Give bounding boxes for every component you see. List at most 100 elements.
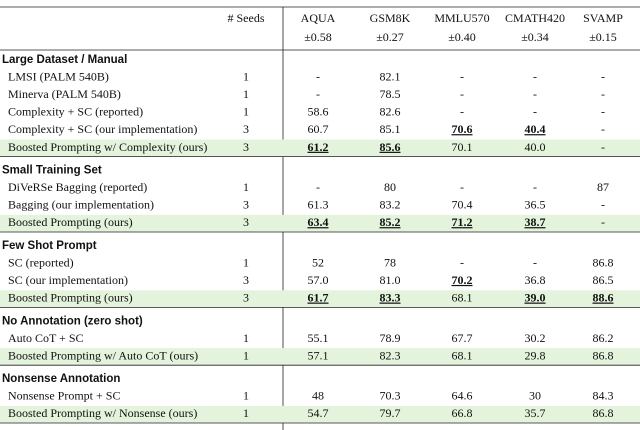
cell-value: - (601, 105, 605, 119)
cell-value: - (601, 215, 605, 229)
row-label: Minerva (PALM 540B) (8, 87, 121, 101)
column-name: AQUA (301, 11, 336, 25)
cell-value: - (460, 180, 464, 194)
row-label: Bagging (our implementation) (8, 198, 154, 212)
row-label: Boosted Prompting w/ Auto CoT (ours) (8, 348, 198, 362)
cell-value: 48 (312, 389, 324, 403)
row-seeds: 1 (243, 255, 249, 269)
row-seeds: 1 (243, 87, 249, 101)
row-seeds: 1 (243, 331, 249, 345)
cell-value: 68.1 (452, 348, 473, 362)
cell-value: 39.0 (525, 291, 546, 305)
column-std: ±0.58 (304, 30, 332, 44)
cell-value: 66.8 (452, 406, 473, 420)
column-name: SVAMP (583, 11, 623, 25)
cell-value: - (460, 87, 464, 101)
cell-value: - (533, 180, 537, 194)
section-title: Small Training Set (2, 165, 102, 177)
cell-value: 61.2 (308, 140, 329, 154)
column-std: ±0.40 (448, 30, 476, 44)
cell-value: - (460, 105, 464, 119)
row-seeds: 1 (243, 389, 249, 403)
cell-value: 55.1 (308, 331, 329, 345)
cell-value: - (533, 255, 537, 269)
cell-value: 36.8 (525, 273, 546, 287)
cell-value: 78 (384, 255, 396, 269)
cell-value: 86.8 (593, 406, 614, 420)
column-std: ±0.15 (589, 30, 617, 44)
cell-value: 86.2 (593, 331, 614, 345)
cell-value: 52 (312, 255, 324, 269)
cell-value: 70.3 (380, 389, 401, 403)
cell-value: - (460, 255, 464, 269)
row-highlight (0, 290, 640, 308)
cell-value: 35.7 (525, 406, 546, 420)
row-label: SC (reported) (8, 255, 74, 269)
cell-value: - (533, 69, 537, 83)
cell-value: 81.0 (380, 273, 401, 287)
cell-value: - (601, 122, 605, 136)
row-label: Boosted Prompting (ours) (8, 215, 133, 229)
row-label: Auto CoT + SC (8, 331, 84, 345)
row-highlight (0, 348, 640, 366)
section-title: Large Dataset / Manual (2, 54, 127, 66)
cell-value: - (533, 105, 537, 119)
cell-value: 64.6 (452, 389, 473, 403)
cell-value: 82.1 (380, 69, 401, 83)
cell-value: 83.2 (380, 198, 401, 212)
cell-value: 58.6 (308, 105, 329, 119)
cell-value: - (460, 69, 464, 83)
cell-value: 87 (597, 180, 609, 194)
row-seeds: 3 (243, 140, 249, 154)
section-title: No Annotation (zero shot) (2, 315, 143, 327)
cell-value: 30.2 (525, 331, 546, 345)
cell-value: - (601, 140, 605, 154)
row-seeds: 3 (243, 198, 249, 212)
row-label: SC (our implementation) (8, 273, 128, 287)
cell-value: 30 (529, 389, 541, 403)
cell-value: 86.8 (593, 348, 614, 362)
row-seeds: 3 (243, 122, 249, 136)
column-name: CMATH420 (505, 11, 565, 25)
column-name: MMLU570 (434, 11, 489, 25)
cell-value: - (601, 87, 605, 101)
cell-value: 70.2 (452, 273, 473, 287)
cell-value: 54.7 (308, 406, 329, 420)
cell-value: 38.7 (525, 215, 546, 229)
cell-value: 71.2 (452, 215, 473, 229)
cell-value: 63.4 (308, 215, 329, 229)
cell-value: 57.1 (308, 348, 329, 362)
row-label: Boosted Prompting (ours) (8, 291, 133, 305)
cell-value: 80 (384, 180, 396, 194)
cell-value: 82.6 (380, 105, 401, 119)
row-seeds: 1 (243, 105, 249, 119)
cell-value: 85.1 (380, 122, 401, 136)
cell-value: 57.0 (308, 273, 329, 287)
highlight-layer (0, 139, 640, 423)
cell-value: 29.8 (525, 348, 546, 362)
row-seeds: 3 (243, 215, 249, 229)
cell-value: 86.5 (593, 273, 614, 287)
cell-value: 85.2 (380, 215, 401, 229)
row-seeds: 1 (243, 69, 249, 83)
cell-value: 40.4 (525, 122, 546, 136)
row-label: Nonsense Prompt + SC (8, 389, 120, 403)
section-title: Few Shot Prompt (2, 240, 97, 252)
cell-value: - (316, 87, 320, 101)
cell-value: 61.3 (308, 198, 329, 212)
row-label: Complexity + SC (our implementation) (8, 122, 197, 136)
cell-value: 84.3 (593, 389, 614, 403)
cell-value: 70.4 (452, 198, 473, 212)
cell-value: 78.5 (380, 87, 401, 101)
row-label: Boosted Prompting w/ Nonsense (ours) (8, 406, 197, 420)
row-label: Boosted Prompting w/ Complexity (ours) (8, 140, 207, 154)
cell-value: 88.6 (593, 291, 614, 305)
column-std: ±0.34 (521, 30, 549, 44)
cell-value: - (601, 69, 605, 83)
cell-value: 70.1 (452, 140, 473, 154)
row-label: LMSI (PALM 540B) (8, 69, 109, 83)
cell-value: 79.7 (380, 406, 401, 420)
row-seeds: 1 (243, 348, 249, 362)
cell-value: - (316, 180, 320, 194)
